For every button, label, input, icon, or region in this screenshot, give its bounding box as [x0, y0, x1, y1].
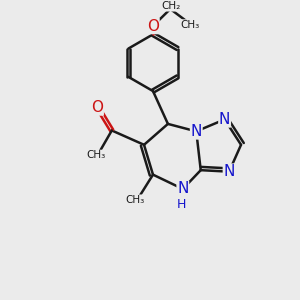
- Text: CH₃: CH₃: [180, 20, 199, 30]
- Text: N: N: [190, 124, 202, 139]
- Text: O: O: [147, 19, 159, 34]
- Text: O: O: [91, 100, 103, 115]
- Text: N: N: [177, 182, 188, 196]
- Text: CH₃: CH₃: [87, 150, 106, 160]
- Text: CH₃: CH₃: [125, 195, 145, 205]
- Text: N: N: [224, 164, 235, 179]
- Text: CH₂: CH₂: [161, 1, 181, 11]
- Text: H: H: [177, 198, 186, 211]
- Text: N: N: [219, 112, 230, 127]
